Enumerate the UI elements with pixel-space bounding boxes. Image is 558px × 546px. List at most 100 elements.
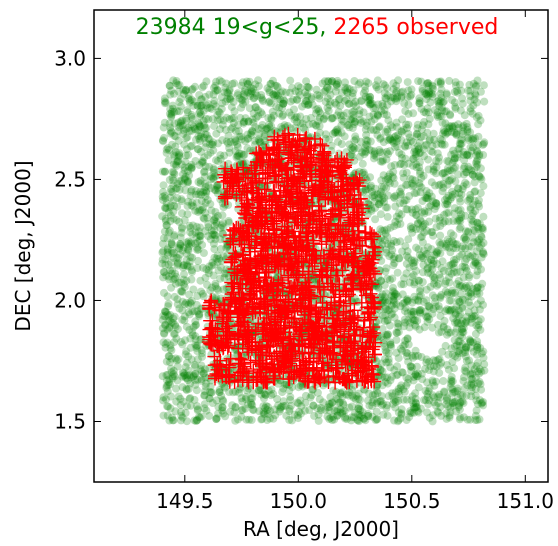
candidate-point (458, 94, 467, 103)
candidate-point (459, 324, 468, 333)
candidate-point (453, 386, 462, 395)
candidate-point (225, 94, 234, 103)
candidate-point (170, 89, 178, 98)
candidate-point (363, 118, 371, 127)
candidate-point (403, 297, 412, 306)
candidate-point (323, 403, 332, 412)
candidate-point (391, 388, 400, 397)
candidate-point (340, 96, 349, 105)
candidate-point (186, 401, 195, 410)
candidate-point (479, 212, 488, 221)
candidate-point (392, 238, 401, 247)
candidate-point (208, 399, 217, 407)
candidate-point (163, 248, 172, 257)
candidate-point (455, 139, 464, 148)
candidate-point (330, 415, 339, 424)
candidate-point (417, 252, 426, 261)
candidate-point (402, 296, 411, 305)
candidate-point (377, 176, 386, 185)
candidate-point (427, 256, 435, 264)
candidate-point (191, 376, 200, 384)
candidate-point (443, 393, 452, 402)
candidate-point (394, 254, 403, 263)
candidate-point (265, 120, 274, 129)
candidate-point (418, 375, 427, 384)
candidate-point (201, 387, 209, 396)
candidate-point (334, 79, 343, 88)
candidate-point (456, 398, 465, 407)
candidate-point (224, 89, 233, 98)
candidate-point (199, 158, 208, 167)
candidate-point (181, 373, 190, 382)
candidate-point (376, 225, 385, 234)
candidate-point (469, 261, 478, 270)
candidate-point (191, 380, 200, 389)
candidate-point (167, 238, 176, 247)
candidate-point (452, 268, 461, 277)
candidate-point (467, 242, 476, 251)
candidate-point (377, 187, 386, 196)
candidate-point (429, 305, 438, 314)
candidate-point (459, 170, 468, 179)
candidate-point (301, 398, 310, 407)
candidate-point (213, 116, 222, 125)
candidate-point (476, 164, 485, 173)
candidate-point (436, 274, 445, 282)
candidate-point (414, 245, 423, 254)
candidate-point (307, 391, 316, 400)
candidate-point (417, 183, 426, 192)
candidate-point (429, 129, 438, 138)
candidate-point (241, 395, 250, 404)
candidate-point (445, 296, 454, 305)
candidate-point (216, 235, 225, 244)
candidate-point (442, 193, 451, 202)
candidate-point (475, 150, 484, 159)
candidate-point (241, 85, 250, 94)
candidate-point (176, 102, 185, 111)
candidate-point (354, 394, 363, 403)
candidate-point (169, 314, 178, 323)
candidate-point (462, 168, 471, 177)
candidate-point (447, 376, 456, 385)
candidate-point (456, 413, 465, 422)
candidate-point (452, 324, 461, 333)
candidate-point (281, 123, 290, 132)
candidate-point (182, 322, 191, 331)
candidate-point (406, 175, 415, 183)
candidate-point (207, 388, 215, 397)
candidate-point (187, 164, 196, 173)
candidate-point (163, 144, 172, 153)
candidate-point (364, 412, 373, 420)
candidate-point (467, 375, 476, 384)
candidate-point (456, 205, 465, 214)
candidate-point (451, 310, 460, 319)
candidate-point (168, 173, 177, 182)
candidate-point (324, 77, 332, 85)
candidate-point (294, 399, 303, 408)
candidate-point (416, 404, 425, 413)
candidate-point (461, 352, 470, 361)
candidate-point (392, 81, 401, 90)
candidate-point (233, 89, 242, 98)
candidate-point (378, 196, 387, 204)
candidate-point (366, 183, 375, 192)
candidate-point (453, 153, 462, 162)
candidate-point (193, 145, 202, 154)
candidate-point (423, 250, 432, 258)
candidate-point (190, 307, 199, 316)
candidate-point (425, 384, 434, 393)
candidate-point (382, 155, 391, 164)
candidate-point (392, 335, 401, 344)
candidate-point (164, 228, 173, 237)
candidate-point (261, 137, 270, 146)
candidate-point (472, 283, 481, 292)
candidate-point (202, 101, 211, 110)
candidate-point (337, 115, 346, 124)
candidate-point (176, 117, 185, 126)
candidate-point (231, 416, 240, 425)
candidate-point (167, 187, 175, 196)
candidate-point (178, 315, 187, 324)
candidate-point (451, 328, 460, 337)
candidate-point (473, 247, 482, 256)
candidate-point (181, 172, 190, 181)
